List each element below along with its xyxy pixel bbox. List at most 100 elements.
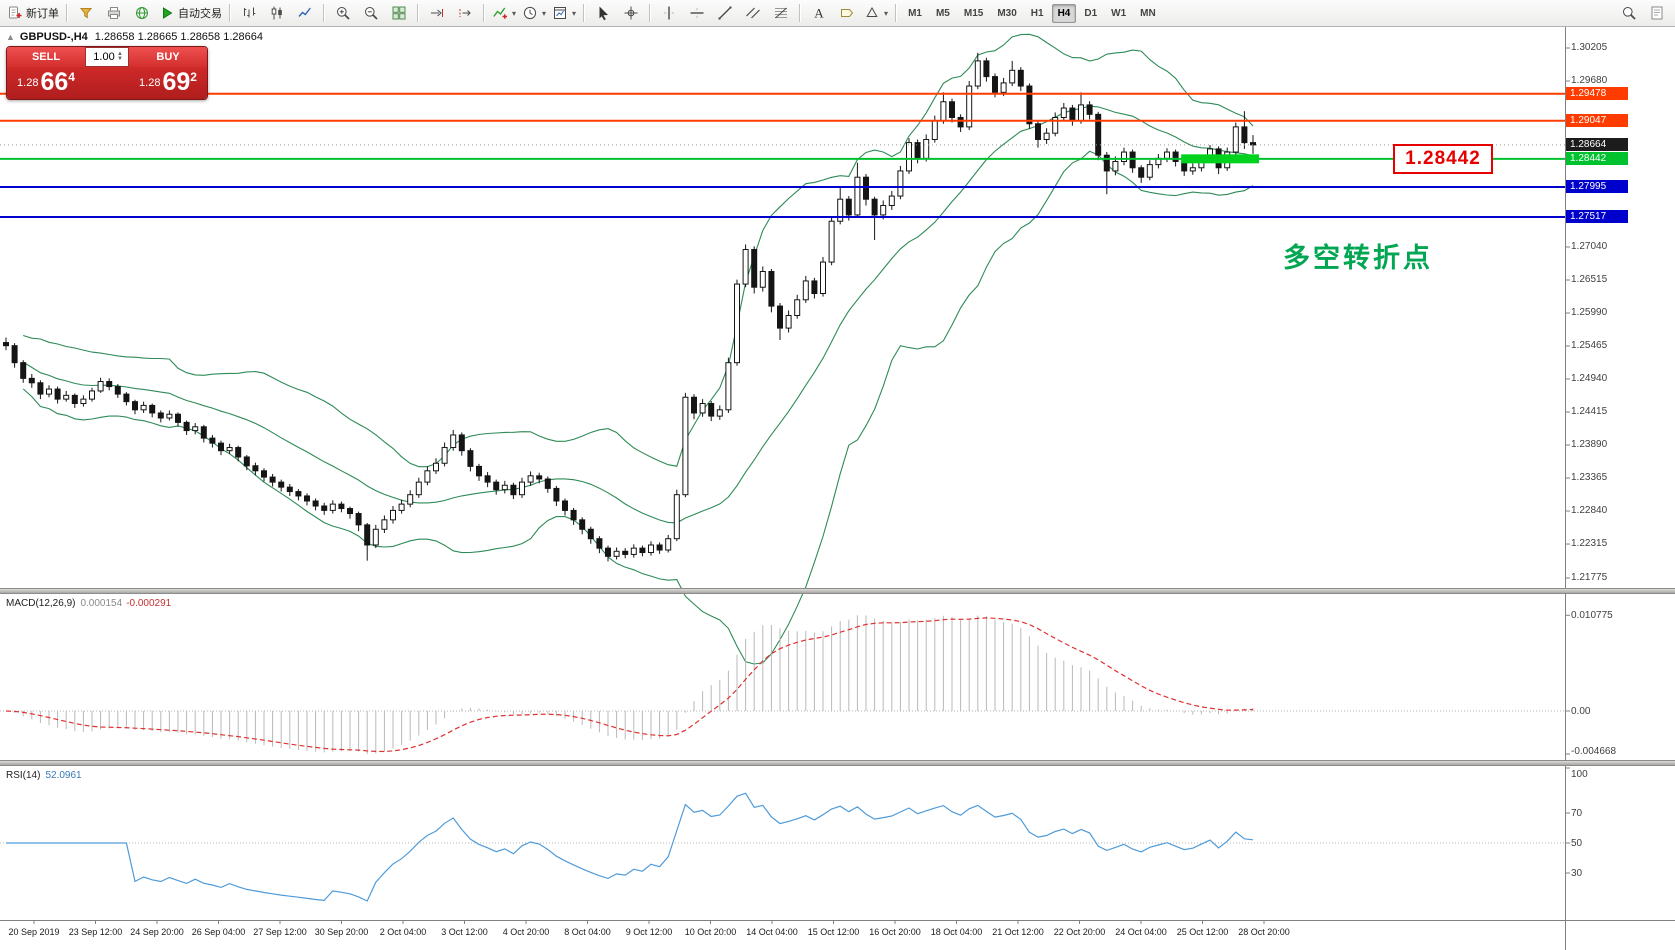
tile-icon — [391, 5, 407, 21]
cursor-button[interactable] — [589, 1, 617, 25]
vertical-line-button[interactable] — [655, 1, 683, 25]
vline-icon — [661, 5, 677, 21]
timeframe-h1[interactable]: H1 — [1030, 7, 1044, 19]
text-button[interactable]: A — [805, 1, 833, 25]
text-label-button[interactable] — [833, 1, 861, 25]
zoom-out-icon — [363, 5, 379, 21]
volume-spinner[interactable]: ▲ ▼ — [117, 51, 123, 62]
charts-profile-button[interactable] — [72, 1, 100, 25]
indicators-icon — [492, 5, 508, 21]
one-click-collapse-icon[interactable]: ▲ — [6, 32, 15, 42]
buy-header[interactable]: BUY — [129, 47, 207, 67]
new-order-button[interactable]: 新订单 — [4, 1, 62, 25]
new-order-icon — [7, 5, 23, 21]
fibo-icon — [773, 5, 789, 21]
zoom-out-button[interactable] — [357, 1, 385, 25]
time-axis-label: 15 Oct 12:00 — [807, 927, 860, 937]
timeframe-m15[interactable]: M15 — [963, 7, 984, 19]
buy-price-button[interactable]: 1.28 69 2 — [129, 67, 207, 99]
clock-icon — [522, 5, 538, 21]
periods-button[interactable]: ▾ — [519, 1, 549, 25]
tile-windows-button[interactable] — [385, 1, 413, 25]
crosshair-icon — [623, 5, 639, 21]
current-price-marker: 1.28664 — [1566, 138, 1628, 152]
sell-price-button[interactable]: 1.28 66 4 — [7, 67, 85, 99]
toolbar-right-group — [1615, 1, 1671, 25]
time-axis-label: 3 Oct 12:00 — [441, 927, 488, 937]
rsi-label: RSI(14) 52.0961 — [6, 770, 82, 781]
timeframe-m30[interactable]: M30 — [997, 7, 1017, 19]
toolbar-separator — [417, 4, 419, 22]
funnel-icon — [78, 5, 94, 21]
chart-shift-button[interactable] — [451, 1, 479, 25]
price-tick: 1.25465 — [1571, 340, 1608, 351]
time-axis-label: 23 Sep 12:00 — [68, 927, 123, 937]
print-preview-button[interactable] — [100, 1, 128, 25]
price-tick: 1.24940 — [1571, 373, 1608, 384]
sell-price-big: 66 — [40, 68, 69, 96]
toolbar-separator — [649, 4, 652, 22]
time-axis-label: 24 Sep 20:00 — [130, 927, 184, 937]
timeframe-mn[interactable]: MN — [1140, 7, 1156, 19]
price-marker: 1.29047 — [1566, 114, 1628, 128]
volume-down-icon[interactable]: ▼ — [117, 56, 123, 62]
price-tick: 1.25990 — [1571, 306, 1608, 318]
price-tick: 1.27040 — [1571, 240, 1608, 252]
candles — [3, 52, 1256, 562]
time-axis-label: 14 Oct 04:00 — [746, 927, 798, 937]
bollinger-bands — [22, 33, 1254, 665]
toolbar-separator — [583, 4, 586, 22]
chart-candlesticks-button[interactable] — [263, 1, 291, 25]
trendline-button[interactable] — [711, 1, 739, 25]
macd-scale-top: 0.010775 — [1571, 610, 1613, 622]
chevron-down-icon: ▾ — [884, 8, 889, 18]
toolbar-separator — [799, 4, 802, 22]
time-axis-label: 8 Oct 04:00 — [564, 927, 611, 937]
crosshair-button[interactable] — [617, 1, 645, 25]
timeframe-h4[interactable]: H4 — [1051, 3, 1077, 23]
data-window-button[interactable] — [1643, 1, 1671, 25]
equidistant-channel-button[interactable] — [739, 1, 767, 25]
time-axis-label: 27 Sep 12:00 — [253, 927, 307, 937]
macd-scale-bottom: -0.004668 — [1571, 746, 1617, 757]
price-tick: 1.26515 — [1571, 273, 1608, 285]
volume-input[interactable] — [91, 51, 118, 63]
time-axis-label: 4 Oct 20:00 — [502, 927, 550, 937]
chart-bars-button[interactable] — [235, 1, 263, 25]
time-axis-label: 24 Oct 04:00 — [1115, 927, 1167, 937]
panel-splitter-rsi[interactable] — [0, 760, 1675, 766]
autotrading-button[interactable]: 自动交易 — [156, 1, 225, 25]
time-axis-label: 28 Oct 20:00 — [1238, 927, 1290, 937]
auto-scroll-button[interactable] — [423, 1, 451, 25]
time-axis-label: 16 Oct 20:00 — [869, 927, 921, 937]
horizontal-line-button[interactable] — [683, 1, 711, 25]
sell-header[interactable]: SELL — [7, 47, 85, 67]
new-order-label: 新订单 — [26, 8, 59, 20]
toolbar: 新订单 自动交易 ▾ ▾ ▾ A ▾ M1 M5 M15 M30 H1 H4 D1 W1 MN — [0, 0, 1675, 27]
panel-splitter-macd[interactable] — [0, 588, 1675, 594]
price-tick: 1.29680 — [1571, 75, 1608, 86]
print-icon — [106, 5, 122, 21]
shapes-button[interactable]: ▾ — [861, 1, 891, 25]
symbol-name: GBPUSD-,H4 — [19, 31, 88, 43]
indicators-button[interactable]: ▾ — [489, 1, 519, 25]
shapes-icon — [864, 5, 880, 21]
timeframe-w1[interactable]: W1 — [1111, 7, 1127, 19]
volume-up-icon[interactable]: ▲ — [117, 51, 123, 57]
price-tick: 1.22315 — [1571, 538, 1608, 550]
svg-text:A: A — [814, 6, 824, 21]
templates-button[interactable]: ▾ — [549, 1, 579, 25]
rsi-value: 52.0961 — [45, 770, 82, 781]
fibonacci-button[interactable] — [767, 1, 795, 25]
macd-main-value: 0.000154 — [80, 598, 123, 609]
timeframe-m5[interactable]: M5 — [935, 7, 950, 19]
zoom-in-icon — [335, 5, 351, 21]
search-button[interactable] — [1615, 1, 1643, 25]
timeframe-d1[interactable]: D1 — [1084, 7, 1098, 19]
rsi-level-50: 50 — [1571, 838, 1583, 849]
zoom-in-button[interactable] — [329, 1, 357, 25]
market-refresh-button[interactable] — [128, 1, 156, 25]
timeframe-m1[interactable]: M1 — [908, 7, 922, 19]
chart-line-button[interactable] — [291, 1, 319, 25]
